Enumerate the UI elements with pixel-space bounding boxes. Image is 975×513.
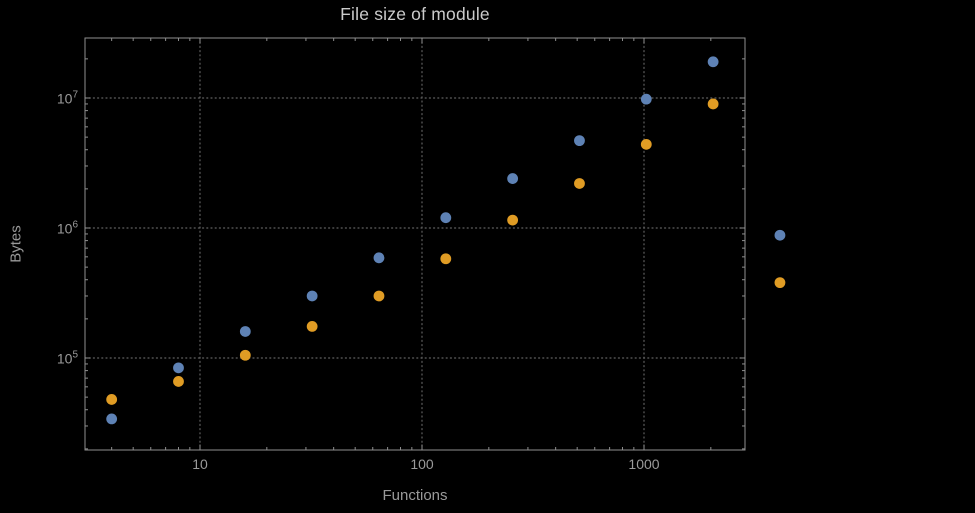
y-tick-base: 10 bbox=[56, 350, 73, 367]
y-tick-label: 106 bbox=[57, 220, 78, 237]
scatter-point-series-2-orange bbox=[239, 349, 251, 361]
scatter-point-series-1-blue bbox=[239, 326, 251, 337]
scatter-point-series-2-orange bbox=[373, 290, 385, 302]
y-tick-exponent: 7 bbox=[72, 89, 78, 101]
scatter-point-series-2-orange bbox=[640, 138, 652, 150]
y-axis-label: Bytes bbox=[7, 225, 25, 263]
scatter-point-series-1-blue bbox=[173, 362, 184, 374]
x-axis-label: Functions bbox=[382, 487, 448, 504]
scatter-point-series-1-blue bbox=[707, 56, 719, 68]
x-tick-label: 10 bbox=[192, 456, 208, 472]
scatter-point-series-2-orange bbox=[106, 394, 118, 405]
y-tick-base: 10 bbox=[56, 90, 73, 107]
scatter-point-series-2-orange bbox=[306, 321, 318, 332]
scatter-point-series-2-orange bbox=[707, 98, 719, 110]
y-tick-label: 105 bbox=[57, 350, 78, 367]
x-tick-label: 1000 bbox=[628, 456, 660, 472]
scatter-point-series-2-orange bbox=[774, 277, 786, 289]
y-tick-exponent: 6 bbox=[72, 219, 78, 231]
chart-title: File size of module bbox=[340, 4, 490, 24]
y-tick-exponent: 5 bbox=[72, 349, 78, 361]
scatter-point-series-1-blue bbox=[306, 290, 318, 302]
scatter-point-series-2-orange bbox=[440, 253, 452, 265]
scatter-point-series-2-orange bbox=[574, 178, 585, 189]
y-tick-label: 107 bbox=[57, 90, 78, 107]
scatter-point-series-2-orange bbox=[173, 376, 184, 387]
x-tick-label: 100 bbox=[410, 456, 434, 472]
scatter-point-series-1-blue bbox=[640, 93, 652, 105]
scatter-point-series-1-blue bbox=[774, 229, 786, 241]
scatter-point-series-1-blue bbox=[373, 252, 385, 264]
scatter-point-series-2-orange bbox=[507, 214, 519, 226]
scatter-point-series-1-blue bbox=[574, 135, 585, 147]
y-tick-base: 10 bbox=[56, 220, 73, 237]
scatter-point-series-1-blue bbox=[440, 212, 452, 224]
scatter-point-series-1-blue bbox=[507, 173, 519, 184]
scatter-point-series-1-blue bbox=[106, 413, 118, 425]
plot-frame bbox=[84, 37, 746, 451]
